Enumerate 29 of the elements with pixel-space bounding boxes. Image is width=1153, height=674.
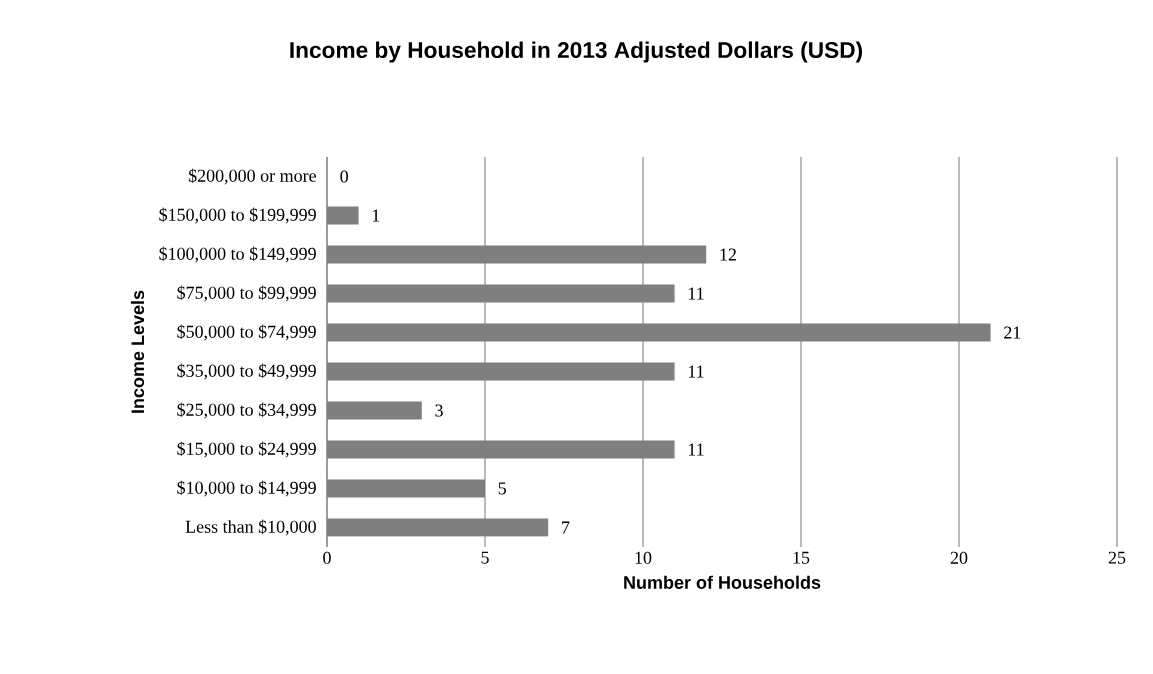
- data-label: 21: [1004, 326, 1021, 339]
- x-tick-label: 25: [1108, 551, 1126, 564]
- y-tick-label: $25,000 to $34,999: [177, 402, 316, 419]
- chart-title: Income by Household in 2013 Adjusted Dollars (USD): [290, 41, 863, 63]
- x-tick-label: 20: [950, 551, 968, 564]
- data-label: 11: [688, 443, 704, 456]
- data-label: 1: [372, 209, 380, 222]
- y-tick-label: Less than $10,000: [185, 519, 316, 536]
- y-tick-label: $200,000 or more: [188, 168, 316, 185]
- y-axis-title: Income Levels: [130, 290, 145, 413]
- y-tick-label: $100,000 to $149,999: [159, 246, 316, 263]
- data-label: 0: [340, 170, 349, 183]
- x-axis-title: Number of Households: [624, 575, 821, 589]
- y-tick-label: $15,000 to $24,999: [177, 441, 316, 458]
- x-tick-label: 5: [481, 551, 489, 564]
- y-tick-label: $150,000 to $199,999: [159, 207, 316, 224]
- data-label: 11: [688, 287, 704, 300]
- x-tick-label: 0: [323, 551, 331, 564]
- x-tick-label: 15: [793, 551, 810, 564]
- y-tick-label: $10,000 to $14,999: [177, 480, 316, 497]
- y-tick-label: $35,000 to $49,999: [177, 363, 316, 380]
- data-label: 11: [688, 365, 704, 378]
- x-tick-label: 10: [635, 551, 652, 564]
- data-label: 7: [562, 521, 570, 534]
- data-label: 5: [498, 482, 507, 495]
- data-label: 12: [720, 248, 736, 261]
- y-tick-label: $75,000 to $99,999: [177, 285, 316, 302]
- data-label: 3: [435, 404, 443, 417]
- y-tick-label: $50,000 to $74,999: [177, 324, 316, 341]
